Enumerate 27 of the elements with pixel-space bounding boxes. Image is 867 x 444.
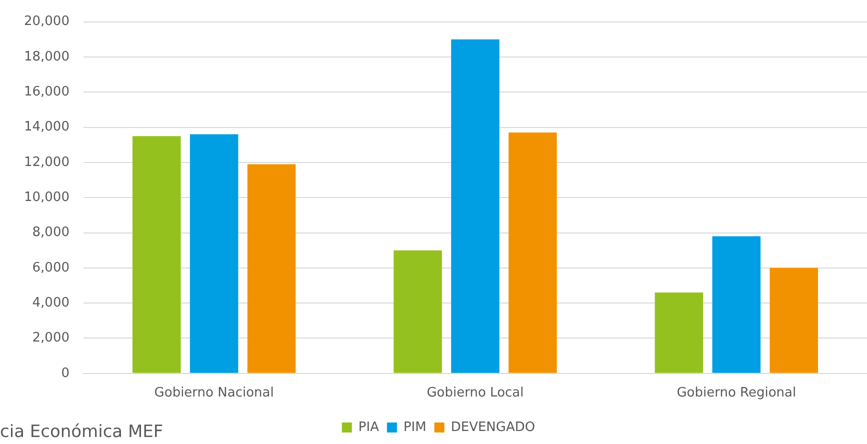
bar (654, 292, 704, 373)
y-tick-label: 4,000 (32, 295, 70, 310)
y-tick-label: 12,000 (24, 154, 70, 170)
text: cia Económica MEF (0, 422, 164, 442)
y-tick-label: 6,000 (32, 260, 70, 276)
bar (451, 39, 500, 373)
bar (770, 268, 818, 373)
bar (394, 250, 442, 373)
y-tick-label: 8,000 (32, 225, 70, 240)
legend-label: DEVENGADO (450, 420, 536, 435)
x-tick-label: Gobierno Regional (676, 386, 796, 401)
y-tick-label: 20,000 (24, 14, 70, 30)
bar (508, 132, 557, 373)
legend-label: PIM (403, 420, 426, 435)
y-tick-label: 14,000 (24, 120, 70, 135)
bar (712, 236, 761, 373)
legend-label: PIA (358, 420, 380, 435)
bar (132, 136, 181, 373)
x-tick-label: Gobierno Nacional (154, 386, 274, 401)
y-tick-label: 16,000 (24, 84, 70, 100)
bar (190, 134, 238, 373)
x-tick-label: Gobierno Local (426, 386, 524, 401)
y-tick-label: 10,000 (24, 190, 70, 205)
y-tick-label: 0 (61, 366, 70, 381)
y-tick-label: 2,000 (32, 330, 70, 346)
bar (247, 164, 296, 373)
y-tick-label: 18,000 (24, 49, 70, 64)
